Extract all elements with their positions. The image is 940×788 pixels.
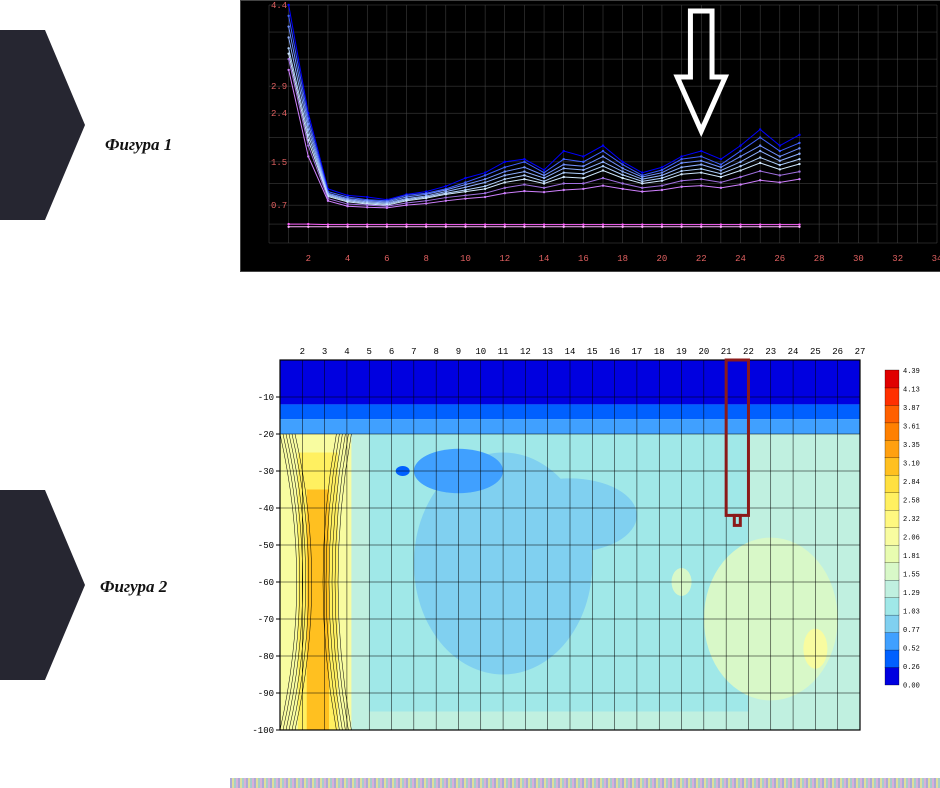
svg-text:-70: -70 [258,615,274,625]
svg-text:34: 34 [932,254,940,264]
svg-text:7: 7 [411,347,416,357]
svg-text:13: 13 [542,347,553,357]
svg-text:15: 15 [587,347,598,357]
svg-text:30: 30 [853,254,864,264]
svg-text:20: 20 [657,254,668,264]
svg-text:12: 12 [520,347,531,357]
svg-text:5: 5 [367,347,372,357]
svg-text:4.13: 4.13 [903,387,920,395]
svg-text:24: 24 [735,254,746,264]
pointer-shape-2 [0,490,85,680]
svg-text:32: 32 [892,254,903,264]
svg-text:4.39: 4.39 [903,368,920,376]
svg-text:2.9: 2.9 [271,82,287,92]
contour-chart: 2345678910111213141516171819202122232425… [240,340,940,740]
line-chart: 2468101214161820222426283032340.71.52.42… [241,1,940,271]
svg-text:12: 12 [499,254,510,264]
caption-fig2: Фигура 2 [100,577,167,597]
svg-text:4: 4 [344,347,349,357]
svg-text:6: 6 [384,254,389,264]
svg-text:3.87: 3.87 [903,405,920,413]
svg-text:-60: -60 [258,578,274,588]
svg-text:-30: -30 [258,467,274,477]
svg-text:2.06: 2.06 [903,535,920,543]
contour-chart-panel: 2345678910111213141516171819202122232425… [240,340,940,740]
svg-text:3.35: 3.35 [903,442,920,450]
svg-text:23: 23 [765,347,776,357]
line-chart-panel: 2468101214161820222426283032340.71.52.42… [240,0,940,272]
svg-text:-100: -100 [252,726,274,736]
svg-text:22: 22 [696,254,707,264]
svg-text:9: 9 [456,347,461,357]
pointer-shape-1 [0,30,85,220]
svg-text:4: 4 [345,254,350,264]
svg-text:2.32: 2.32 [903,516,920,524]
svg-text:16: 16 [609,347,620,357]
svg-text:10: 10 [475,347,486,357]
svg-text:0.7: 0.7 [271,201,287,211]
svg-text:28: 28 [814,254,825,264]
svg-text:27: 27 [855,347,866,357]
svg-text:14: 14 [565,347,576,357]
svg-text:-10: -10 [258,393,274,403]
svg-text:3.10: 3.10 [903,461,920,469]
caption-fig1: Фигура 1 [105,135,172,155]
svg-text:22: 22 [743,347,754,357]
svg-text:14: 14 [539,254,550,264]
svg-text:26: 26 [774,254,785,264]
svg-text:2.58: 2.58 [903,498,920,506]
svg-text:21: 21 [721,347,732,357]
svg-text:0.77: 0.77 [903,627,920,635]
svg-text:1.5: 1.5 [271,158,287,168]
svg-text:-50: -50 [258,541,274,551]
svg-text:1.03: 1.03 [903,609,920,617]
svg-text:10: 10 [460,254,471,264]
svg-text:0.52: 0.52 [903,646,920,654]
svg-text:25: 25 [810,347,821,357]
svg-text:2: 2 [306,254,311,264]
svg-text:19: 19 [676,347,687,357]
svg-text:24: 24 [788,347,799,357]
svg-text:6: 6 [389,347,394,357]
svg-text:4.4: 4.4 [271,1,287,11]
svg-text:2.84: 2.84 [903,479,920,487]
svg-text:16: 16 [578,254,589,264]
svg-text:8: 8 [423,254,428,264]
svg-text:18: 18 [654,347,665,357]
svg-text:0.26: 0.26 [903,664,920,672]
svg-text:11: 11 [498,347,509,357]
svg-text:-80: -80 [258,652,274,662]
svg-text:1.29: 1.29 [903,590,920,598]
svg-text:3.61: 3.61 [903,424,920,432]
svg-text:0.00: 0.00 [903,683,920,691]
svg-text:3: 3 [322,347,327,357]
svg-text:-40: -40 [258,504,274,514]
svg-text:-20: -20 [258,430,274,440]
svg-text:1.81: 1.81 [903,553,920,561]
svg-text:26: 26 [832,347,843,357]
svg-text:1.55: 1.55 [903,572,920,580]
svg-text:18: 18 [617,254,628,264]
svg-text:8: 8 [433,347,438,357]
svg-text:-90: -90 [258,689,274,699]
svg-text:17: 17 [632,347,643,357]
noise-bar [230,778,940,788]
svg-text:2.4: 2.4 [271,109,287,119]
svg-text:20: 20 [698,347,709,357]
svg-text:2: 2 [300,347,305,357]
